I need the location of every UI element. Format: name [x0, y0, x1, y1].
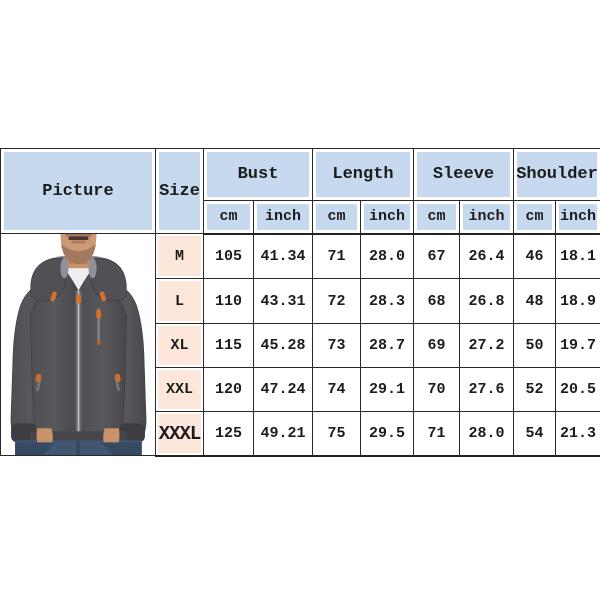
size-label: L [155, 278, 204, 325]
sleeve-cm-value: 68 [413, 278, 460, 325]
sleeve-inch-value: 26.8 [459, 278, 514, 325]
length-cm-value: 72 [312, 278, 361, 325]
length-cm-value: 75 [312, 411, 361, 457]
size-label: XXL [155, 367, 204, 413]
size-label: XXXL [155, 411, 204, 457]
table-row: XXL 120 47.24 74 29.1 70 27.6 52 20.5 [1, 367, 600, 413]
length-cm-value: 71 [312, 232, 361, 280]
length-inch-header: inch [360, 200, 414, 235]
sleeve-cm-value: 67 [413, 232, 460, 280]
bust-cm-value: 110 [203, 278, 254, 325]
sleeve-cm-header: cm [413, 200, 460, 235]
bust-cm-value: 115 [203, 323, 254, 369]
length-cm-header: cm [312, 200, 361, 235]
sleeve-cm-value: 70 [413, 367, 460, 413]
sleeve-cm-value: 69 [413, 323, 460, 369]
product-photo [1, 234, 155, 455]
size-label: M [155, 232, 204, 280]
sleeve-inch-value: 27.6 [459, 367, 514, 413]
shoulder-inch-value: 18.9 [555, 278, 600, 325]
table-row: XL 115 45.28 73 28.7 69 27.2 50 19.7 [1, 323, 600, 369]
bust-cm-header: cm [203, 200, 254, 235]
bust-inch-value: 41.34 [253, 232, 313, 280]
table-row: M 105 41.34 71 28.0 67 26.4 46 18.1 [0, 232, 600, 457]
bust-inch-value: 47.24 [253, 367, 313, 413]
shoulder-cm-value: 48 [513, 278, 556, 325]
shoulder-cm-value: 54 [513, 411, 556, 457]
length-inch-value: 28.7 [360, 323, 414, 369]
sleeve-inch-value: 26.4 [459, 232, 514, 280]
length-inch-value: 29.1 [360, 367, 414, 413]
bust-group-header: Bust [203, 148, 313, 201]
size-label: XL [155, 323, 204, 369]
size-column-header: Size [155, 148, 204, 234]
shoulder-cm-value: 50 [513, 323, 556, 369]
sleeve-cm-value: 71 [413, 411, 460, 457]
sleeve-group-header: Sleeve [413, 148, 514, 201]
shoulder-inch-header: inch [555, 200, 600, 235]
length-cm-value: 73 [312, 323, 361, 369]
shoulder-group-header: Shoulder [513, 148, 600, 201]
bust-cm-value: 105 [203, 232, 254, 280]
shoulder-cm-value: 46 [513, 232, 556, 280]
table-row: L 110 43.31 72 28.3 68 26.8 48 18.9 [1, 278, 600, 325]
shoulder-inch-value: 18.1 [555, 232, 600, 280]
shoulder-cm-value: 52 [513, 367, 556, 413]
shoulder-cm-header: cm [513, 200, 556, 235]
length-group-header: Length [312, 148, 414, 201]
sleeve-inch-value: 27.2 [459, 323, 514, 369]
length-inch-value: 28.0 [360, 232, 414, 280]
bust-inch-value: 49.21 [253, 411, 313, 457]
size-chart-table: Picture Size Bust Length Sleeve Shoulder… [0, 148, 600, 457]
bust-cm-value: 125 [203, 411, 254, 457]
picture-column-header: Picture [0, 148, 156, 234]
bust-inch-value: 45.28 [253, 323, 313, 369]
product-photo-cell [0, 232, 156, 457]
length-inch-value: 29.5 [360, 411, 414, 457]
length-inch-value: 28.3 [360, 278, 414, 325]
bust-inch-header: inch [253, 200, 313, 235]
bust-cm-value: 120 [203, 367, 254, 413]
shoulder-inch-value: 20.5 [555, 367, 600, 413]
table-row: XXXL 125 49.21 75 29.5 71 28.0 54 21.3 [1, 411, 600, 457]
length-cm-value: 74 [312, 367, 361, 413]
bust-inch-value: 43.31 [253, 278, 313, 325]
sleeve-inch-header: inch [459, 200, 514, 235]
shoulder-inch-value: 19.7 [555, 323, 600, 369]
sleeve-inch-value: 28.0 [459, 411, 514, 457]
shoulder-inch-value: 21.3 [555, 411, 600, 457]
